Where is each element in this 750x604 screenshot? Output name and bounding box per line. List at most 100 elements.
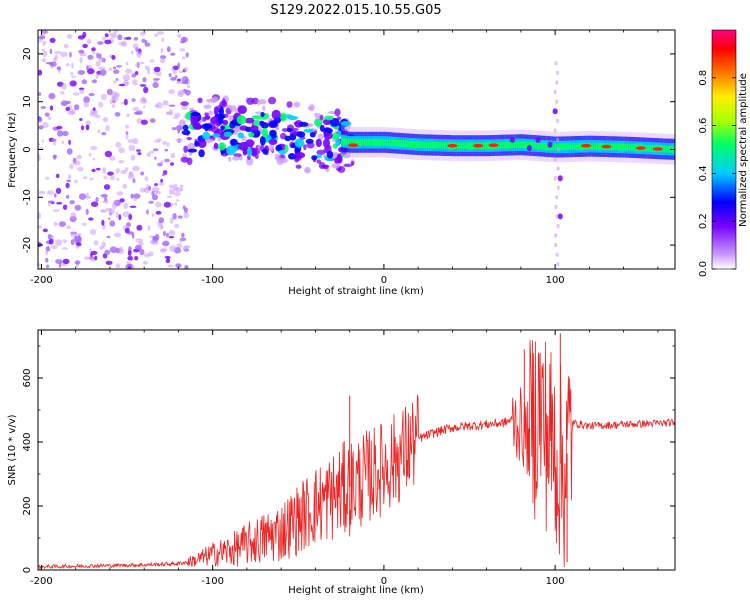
noise-blob — [131, 98, 137, 102]
noise-blob — [66, 34, 73, 39]
noise-blob — [42, 228, 48, 233]
noise-blob — [169, 188, 172, 195]
noise-blob — [42, 122, 49, 129]
noise-blob — [149, 150, 155, 154]
spectral-blob — [303, 144, 307, 151]
spectral-blob — [213, 142, 219, 150]
spectral-blob — [286, 127, 293, 133]
colorbar-gradient — [711, 29, 737, 270]
spectral-blob — [315, 138, 322, 148]
spectral-blob — [242, 147, 248, 156]
ridge-segment — [544, 143, 547, 150]
noise-blob — [92, 107, 96, 111]
noise-blob — [42, 50, 48, 58]
noise-blob — [177, 62, 181, 70]
noise-blob — [122, 74, 131, 81]
ridge-segment — [591, 142, 594, 150]
noise-blob — [41, 48, 46, 52]
spectral-blob — [204, 115, 211, 120]
noise-blob — [46, 264, 50, 268]
noise-blob — [172, 70, 177, 74]
ridge-segment — [536, 142, 539, 150]
noise-blob — [124, 167, 129, 172]
noise-blob — [102, 200, 109, 204]
ridge-segment — [468, 142, 471, 149]
spectral-blob — [305, 168, 310, 173]
noise-blob — [127, 266, 132, 269]
spectral-blob — [555, 252, 559, 257]
noise-blob — [69, 80, 77, 87]
noise-blob — [121, 40, 127, 47]
spectral-blob — [248, 132, 255, 138]
noise-blob — [166, 232, 169, 238]
noise-blob — [180, 77, 187, 82]
spectral-blob — [246, 147, 253, 157]
ridge-segment — [445, 142, 449, 149]
noise-blob — [175, 75, 178, 79]
spectral-blob — [202, 131, 211, 140]
noise-blob — [118, 248, 125, 255]
noise-blob — [117, 34, 123, 41]
spectral-blob — [535, 136, 541, 143]
noise-blob — [101, 209, 106, 213]
noise-blob — [77, 70, 86, 75]
ridge-segment — [521, 141, 525, 149]
noise-blob — [111, 202, 117, 210]
noise-blob — [77, 233, 82, 236]
ridge-segment — [386, 139, 389, 146]
noise-blob — [154, 183, 158, 186]
ridge-segment — [593, 142, 596, 150]
noise-blob — [151, 213, 155, 217]
spectral-blob — [237, 105, 247, 114]
noise-blob — [85, 208, 89, 215]
noise-blob — [48, 92, 56, 100]
spectral-blob — [553, 156, 557, 162]
noise-blob — [57, 130, 63, 137]
ridge-segment — [394, 139, 397, 147]
noise-blob — [162, 141, 167, 145]
spectral-blob — [554, 204, 558, 210]
ridge-segment — [482, 142, 486, 149]
noise-blob — [149, 59, 155, 63]
spectral-blob — [221, 98, 226, 107]
noise-blob — [74, 204, 82, 211]
spectral-blob — [180, 101, 189, 107]
spectral-blob — [259, 135, 266, 146]
noise-blob — [109, 220, 116, 227]
noise-blob — [158, 217, 165, 224]
ridge-segment — [484, 142, 488, 149]
spectral-blob — [210, 116, 220, 124]
spectral-blob — [557, 213, 563, 220]
ridge-segment — [597, 143, 601, 150]
spectral-blob — [287, 115, 299, 121]
noise-blob — [46, 190, 55, 195]
noise-blob — [140, 171, 145, 176]
ridge-segment — [628, 144, 631, 151]
spectral-blob — [186, 136, 192, 141]
noise-blob — [174, 112, 181, 118]
ridge-segment — [431, 141, 434, 149]
noise-blob — [101, 241, 106, 248]
noise-blob — [136, 224, 143, 231]
noise-blob — [85, 124, 90, 131]
noise-blob — [82, 176, 88, 180]
spectral-blob — [204, 123, 209, 132]
noise-blob — [149, 118, 156, 123]
noise-blob — [82, 222, 87, 226]
noise-blob — [162, 230, 166, 237]
noise-blob — [123, 202, 128, 210]
ridge-segment — [614, 143, 617, 151]
y-tick-label: 0 — [22, 146, 33, 152]
noise-blob — [108, 217, 111, 220]
spectral-blob — [319, 124, 325, 132]
ridge-segment — [415, 141, 418, 148]
ridge-segment — [519, 141, 523, 149]
noise-blob — [48, 238, 54, 245]
noise-blob — [131, 265, 135, 269]
spectral-blob — [327, 111, 337, 114]
noise-blob — [168, 236, 175, 239]
noise-blob — [62, 239, 67, 244]
noise-blob — [162, 101, 169, 106]
spectral-blob — [218, 106, 224, 117]
ridge-segment — [464, 142, 467, 149]
